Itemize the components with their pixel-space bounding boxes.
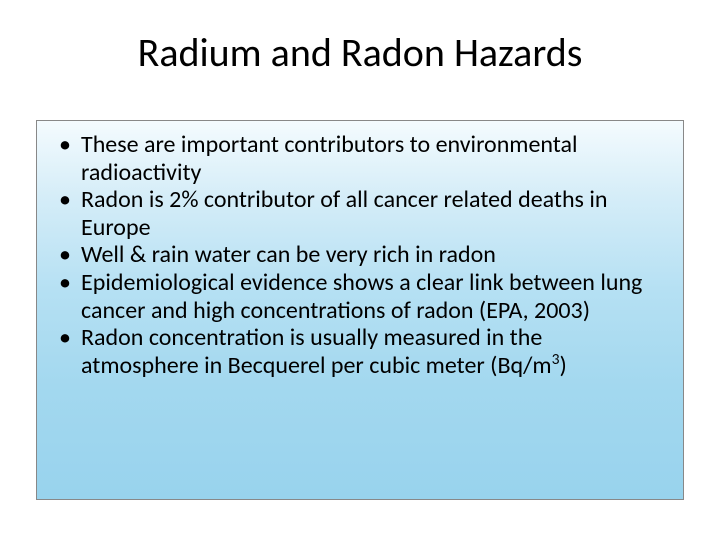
slide: Radium and Radon Hazards These are impor… <box>0 0 720 540</box>
slide-title: Radium and Radon Hazards <box>0 28 720 77</box>
list-item: These are important contributors to envi… <box>55 131 665 186</box>
content-box: These are important contributors to envi… <box>36 120 684 500</box>
bullet-list: These are important contributors to envi… <box>37 121 683 389</box>
list-item: Epidemiological evidence shows a clear l… <box>55 269 665 324</box>
list-item: Well & rain water can be very rich in ra… <box>55 241 665 269</box>
list-item: Radon concentration is usually measured … <box>55 324 665 379</box>
list-item: Radon is 2% contributor of all cancer re… <box>55 186 665 241</box>
